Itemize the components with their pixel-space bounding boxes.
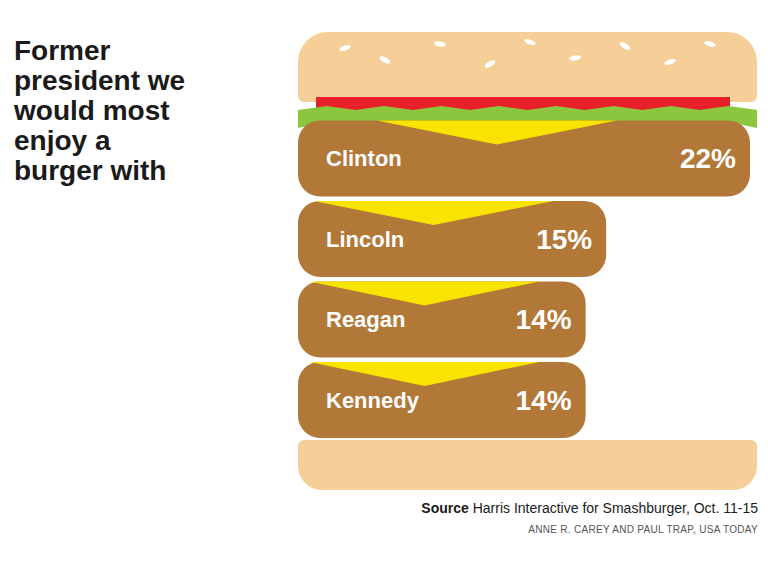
html-text:ANNE R. CAREY AND PAUL TRAP, U: ANNE R. CAREY AND PAUL TRAP, USA TODAY [528, 524, 758, 535]
svg-text:Clinton: Clinton [326, 146, 402, 171]
html-text:Source Harris Interactive for: Source Harris Interactive for Smashburge… [421, 500, 758, 516]
html-text:Former president we would most: Former president we would most enjoy a b… [14, 35, 186, 186]
svg-text:15%: 15% [536, 224, 592, 255]
svg-text:Lincoln: Lincoln [326, 227, 404, 252]
svg-text:14%: 14% [516, 304, 572, 335]
svg-text:Reagan: Reagan [326, 307, 405, 332]
svg-text:Kennedy: Kennedy [326, 388, 420, 413]
svg-text:22%: 22% [680, 143, 736, 174]
svg-text:14%: 14% [516, 385, 572, 416]
